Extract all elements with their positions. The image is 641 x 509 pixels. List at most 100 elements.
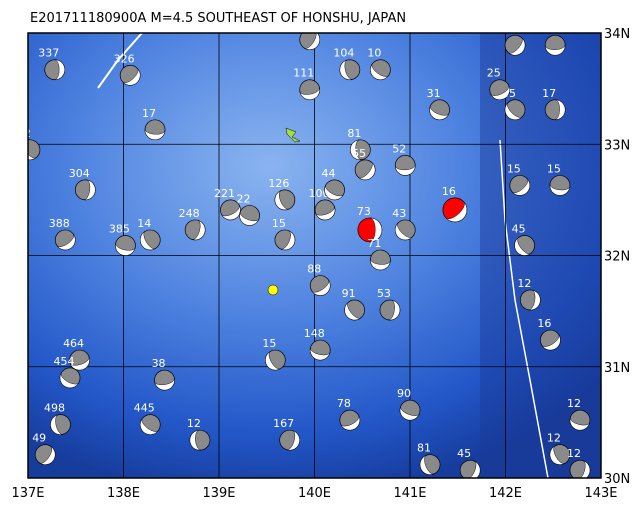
marker [267,284,279,296]
ball-quadrant [339,59,353,80]
depth-label: 53 [377,287,391,300]
focal-mechanism [344,299,365,321]
ball-quadrant [388,299,401,321]
lat-tick-label: 34N [604,27,630,42]
focal-mechanism [184,219,206,241]
depth-label: 17 [142,107,156,120]
depth-label: 17 [542,87,556,100]
depth-label: 304 [69,167,90,180]
depth-label: 445 [134,402,155,415]
lat-tick-label: 30N [604,472,630,487]
ball-quadrant [576,460,591,478]
map-frame [27,32,602,479]
focal-mechanism [379,299,401,321]
ball-quadrant [140,231,156,251]
lat-tick-label: 32N [604,250,630,265]
ball-quadrant [310,347,331,361]
depth-label: 31 [427,87,441,100]
focal-mechanism [279,429,301,451]
ball-quadrant [528,289,541,311]
ball-quadrant [569,417,590,431]
focal-mechanism [442,197,468,223]
depth-label: 16 [542,22,556,35]
ball-quadrant [280,230,296,251]
ball-quadrant [370,259,391,271]
depth-label: 16 [442,185,456,198]
ball-quadrant [299,87,320,100]
focal-mechanism [349,139,371,161]
focal-mechanism [144,119,166,141]
depth-label: 16 [537,317,551,330]
depth-label: 45 [457,447,471,460]
ball-quadrant [189,430,201,451]
ball-quadrant [490,85,510,100]
ball-quadrant [192,220,206,241]
depth-label: 12 [567,447,581,460]
focal-mechanism [309,339,331,361]
ball-quadrant [54,59,65,80]
depth-label: 91 [342,287,356,300]
depth-label: 104 [333,47,354,60]
ball-quadrant [399,406,420,421]
ball-quadrant [59,372,79,389]
depth-label: 388 [49,217,70,230]
focal-mechanism [544,99,566,121]
focal-mechanism [139,229,161,251]
depth-label: 78 [337,397,351,410]
focal-mechanism [339,409,361,431]
focal-mechanism [59,367,81,389]
depth-label: 15 [547,162,561,175]
depth-label: 38 [152,357,166,370]
focal-mechanism [139,414,161,435]
focal-mechanism [264,349,286,371]
focal-mechanism [509,175,531,196]
depth-label: 90 [397,387,411,400]
focal-mechanism [28,139,41,161]
depth-label: 12 [567,397,581,410]
focal-mechanism [504,34,526,56]
focal-mechanism [370,59,391,81]
lon-tick-label: 142E [489,486,522,501]
focal-mechanism [54,229,76,251]
depth-label: 45 [512,222,526,235]
focal-mechanism [154,369,175,391]
ball-quadrant [370,63,389,80]
depth-label: 52 [392,142,406,155]
focal-mechanism [239,205,260,226]
depth-label: 326 [114,52,135,65]
ball-quadrant [50,414,63,435]
depth-label: 454 [54,355,75,368]
ball-quadrant [340,415,361,431]
ball-quadrant [514,237,531,256]
depth-label: 44 [322,167,336,180]
ball-quadrant [221,205,241,221]
ball-quadrant [512,178,530,196]
ball-quadrant [549,184,571,196]
depth-label: 81 [417,442,431,455]
focal-mechanism [299,33,321,51]
ball-quadrant [144,129,166,140]
depth-label: 221 [214,187,235,200]
ball-quadrant [56,234,76,251]
focal-mechanism [394,155,416,176]
focal-mechanism [540,329,561,351]
ball-quadrant [315,206,336,221]
depth-label: 43 [392,207,406,220]
depth-label: 126 [268,177,289,190]
ball-quadrant [358,162,376,180]
focal-mechanism [394,219,416,241]
ball-quadrant [265,351,281,371]
ball-quadrant [324,185,344,201]
depth-label: 71 [367,237,381,250]
focal-mechanism [119,64,141,86]
ball-quadrant [541,334,561,351]
ball-quadrant [504,102,523,120]
depth-label: 167 [273,417,294,430]
focal-mechanism [549,444,571,465]
focal-mechanism [549,175,571,196]
depth-label: 248 [179,207,200,220]
depth-label: 81 [347,127,361,140]
depth-label: 464 [63,337,84,350]
focal-mechanism [544,34,566,56]
